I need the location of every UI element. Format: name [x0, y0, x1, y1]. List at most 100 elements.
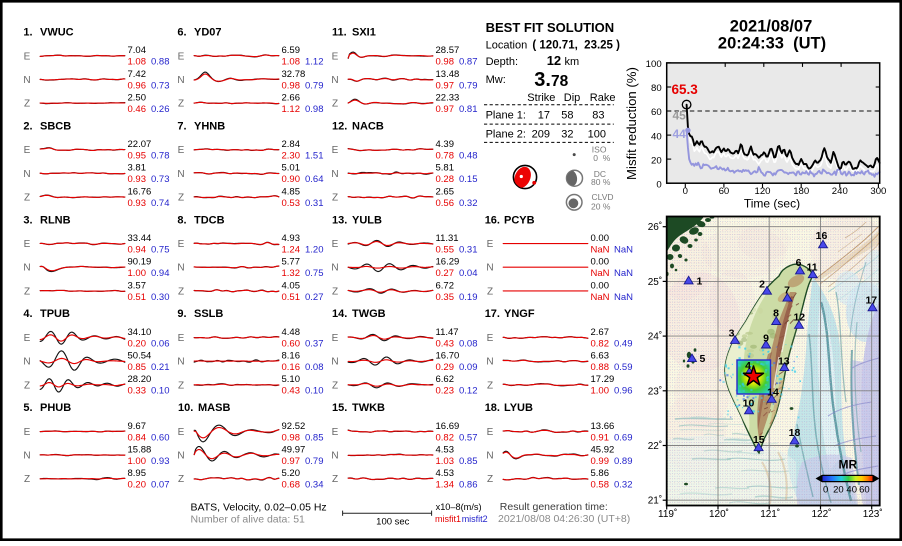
svg-text:7.04: 7.04: [128, 45, 147, 56]
svg-text:0.23: 0.23: [436, 386, 455, 397]
svg-text:Plane 1:: Plane 1:: [486, 110, 526, 122]
svg-text:E: E: [24, 239, 31, 250]
svg-text:6: 6: [796, 257, 802, 269]
svg-text:58: 58: [561, 110, 573, 122]
svg-text:YNGF: YNGF: [504, 308, 535, 320]
svg-text:0.95: 0.95: [128, 151, 147, 162]
svg-text:6.72: 6.72: [436, 280, 455, 291]
svg-text:NaN: NaN: [614, 292, 633, 303]
svg-text:0.60: 0.60: [282, 338, 301, 349]
svg-text:0.94: 0.94: [151, 268, 170, 279]
svg-text:NaN: NaN: [591, 245, 610, 256]
svg-text:N: N: [23, 263, 30, 274]
svg-text:0.87: 0.87: [459, 57, 478, 68]
svg-text:1.12: 1.12: [305, 57, 324, 68]
svg-text:0.26: 0.26: [151, 104, 170, 115]
svg-text:2: 2: [759, 279, 765, 291]
svg-text:NaN: NaN: [614, 268, 633, 279]
svg-text:21˚: 21˚: [648, 495, 662, 507]
svg-text:60: 60: [719, 186, 730, 197]
svg-text:12.: 12.: [332, 120, 347, 132]
svg-text:1.: 1.: [23, 27, 32, 39]
svg-text:20 %: 20 %: [591, 202, 611, 212]
svg-text:E: E: [332, 51, 339, 62]
svg-text:YHNB: YHNB: [194, 120, 225, 132]
svg-text:1.51: 1.51: [305, 151, 324, 162]
svg-text:E: E: [178, 427, 185, 438]
svg-text:0.86: 0.86: [459, 480, 478, 491]
svg-text:44: 44: [673, 127, 687, 141]
svg-text:0.00: 0.00: [591, 280, 610, 291]
svg-text:0.73: 0.73: [151, 174, 170, 185]
svg-text:7.: 7.: [177, 120, 186, 132]
svg-text:0.79: 0.79: [459, 80, 478, 91]
svg-text:9.67: 9.67: [128, 421, 147, 432]
svg-text:8.16: 8.16: [282, 351, 301, 362]
svg-text:100: 100: [588, 128, 606, 140]
svg-text:E: E: [332, 145, 339, 156]
svg-text:0.59: 0.59: [614, 362, 633, 373]
svg-text:0.78: 0.78: [151, 151, 170, 162]
svg-text:NaN: NaN: [591, 292, 610, 303]
svg-text:0.27: 0.27: [436, 268, 455, 279]
svg-text:15.88: 15.88: [128, 444, 152, 455]
svg-text:1.32: 1.32: [282, 268, 301, 279]
svg-text:0.28: 0.28: [436, 174, 455, 185]
svg-text:N: N: [331, 169, 338, 180]
svg-text:22.07: 22.07: [128, 139, 152, 150]
svg-text:NaN: NaN: [614, 245, 633, 256]
svg-text:17.29: 17.29: [591, 374, 615, 385]
svg-text:Strike: Strike: [527, 92, 555, 104]
svg-text:16.70: 16.70: [436, 351, 460, 362]
svg-text:Z: Z: [178, 193, 184, 204]
svg-text:4.85: 4.85: [282, 186, 301, 197]
svg-text:18.: 18.: [485, 402, 500, 414]
svg-text:Z: Z: [178, 380, 184, 391]
svg-text:5.: 5.: [23, 402, 32, 414]
svg-text:11.31: 11.31: [436, 233, 459, 244]
svg-text:0.98: 0.98: [282, 432, 301, 443]
svg-text:BEST FIT SOLUTION: BEST FIT SOLUTION: [486, 20, 615, 35]
svg-text:misfit1: misfit1: [435, 514, 461, 524]
svg-text:0.91: 0.91: [591, 432, 610, 443]
svg-text:0.98: 0.98: [305, 104, 324, 115]
svg-text:3.78: 3.78: [534, 69, 568, 91]
svg-text:4.48: 4.48: [282, 327, 301, 338]
svg-text:32.78: 32.78: [282, 69, 306, 80]
svg-text:32: 32: [561, 128, 573, 140]
svg-text:1.00: 1.00: [128, 268, 147, 279]
svg-text:Z: Z: [487, 474, 493, 485]
svg-text:0.20: 0.20: [128, 338, 147, 349]
svg-text:RLNB: RLNB: [40, 214, 71, 226]
svg-text:7: 7: [784, 285, 790, 297]
svg-text:100 sec: 100 sec: [376, 517, 410, 528]
svg-text:Z: Z: [332, 286, 338, 297]
svg-text:0.04: 0.04: [459, 268, 478, 279]
svg-text:120˚: 120˚: [709, 508, 729, 520]
svg-text:0.29: 0.29: [436, 362, 455, 373]
svg-text:0.99: 0.99: [591, 456, 610, 467]
svg-text:50.54: 50.54: [128, 351, 152, 362]
svg-text:N: N: [177, 169, 184, 180]
svg-text:0.20: 0.20: [128, 480, 147, 491]
svg-text:83: 83: [592, 110, 604, 122]
svg-text:2.: 2.: [23, 120, 32, 132]
svg-text:N: N: [23, 75, 30, 86]
svg-text:N: N: [331, 451, 338, 462]
svg-text:0.34: 0.34: [305, 480, 324, 491]
svg-text:4.53: 4.53: [436, 468, 455, 479]
svg-text:N: N: [177, 451, 184, 462]
svg-text:8.: 8.: [177, 214, 186, 226]
svg-text:2.30: 2.30: [282, 151, 301, 162]
svg-text:0.69: 0.69: [614, 432, 633, 443]
svg-text:( 120.71, 23.25 ): ( 120.71, 23.25 ): [532, 39, 620, 51]
svg-text:Time (sec): Time (sec): [744, 197, 800, 211]
svg-text:0.98: 0.98: [436, 57, 455, 68]
svg-text:0.81: 0.81: [459, 104, 478, 115]
svg-text:0.48: 0.48: [459, 151, 478, 162]
svg-text:16.76: 16.76: [128, 186, 152, 197]
svg-text:4.: 4.: [23, 308, 32, 320]
svg-text:MR: MR: [838, 458, 857, 472]
svg-text:0.08: 0.08: [305, 362, 324, 373]
svg-text:60: 60: [859, 485, 870, 496]
